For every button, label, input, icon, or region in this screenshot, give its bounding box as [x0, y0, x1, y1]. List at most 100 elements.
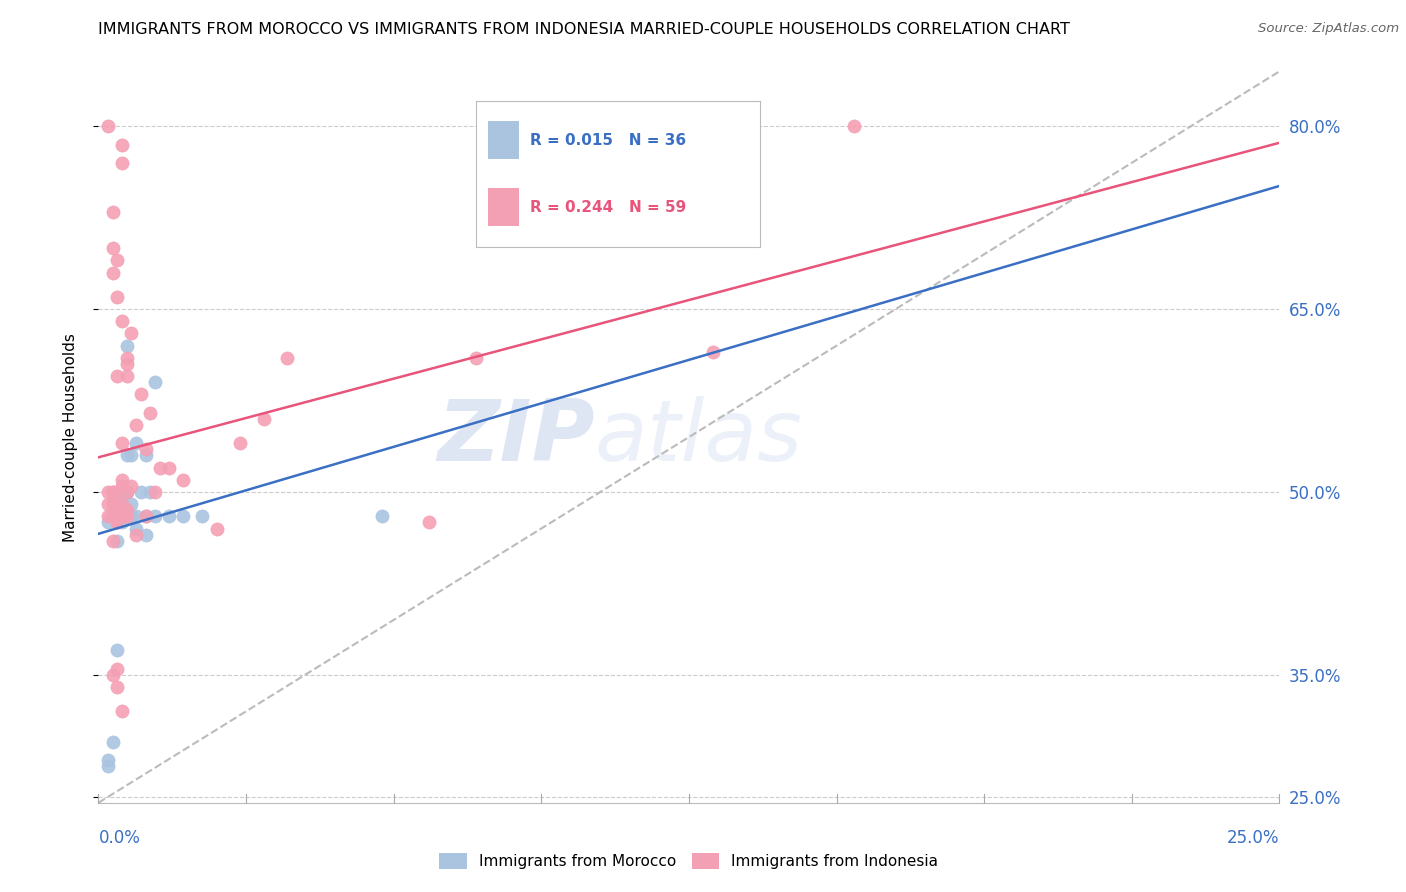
- Point: [105, 497, 128, 511]
- Point: [149, 460, 172, 475]
- Point: [129, 387, 152, 401]
- Point: [97, 753, 120, 767]
- Point: [97, 509, 120, 524]
- Text: Source: ZipAtlas.com: Source: ZipAtlas.com: [1258, 22, 1399, 36]
- Point: [101, 497, 124, 511]
- Point: [157, 460, 180, 475]
- Point: [135, 509, 157, 524]
- Point: [101, 509, 124, 524]
- Point: [101, 509, 124, 524]
- Point: [101, 509, 124, 524]
- Point: [135, 448, 157, 462]
- Point: [101, 497, 124, 511]
- Point: [111, 485, 134, 500]
- Point: [105, 516, 128, 530]
- Point: [101, 241, 124, 255]
- Point: [111, 704, 134, 718]
- Point: [97, 119, 120, 133]
- Point: [125, 521, 148, 535]
- Point: [125, 417, 148, 432]
- Point: [101, 667, 124, 681]
- Point: [157, 509, 180, 524]
- Legend: Immigrants from Morocco, Immigrants from Indonesia: Immigrants from Morocco, Immigrants from…: [433, 847, 945, 875]
- Point: [121, 497, 143, 511]
- Point: [115, 485, 138, 500]
- Point: [115, 369, 138, 384]
- Point: [702, 344, 724, 359]
- Point: [115, 503, 138, 517]
- Point: [135, 509, 157, 524]
- Point: [191, 509, 214, 524]
- Text: IMMIGRANTS FROM MOROCCO VS IMMIGRANTS FROM INDONESIA MARRIED-COUPLE HOUSEHOLDS C: IMMIGRANTS FROM MOROCCO VS IMMIGRANTS FR…: [98, 22, 1070, 37]
- Point: [844, 119, 866, 133]
- Text: atlas: atlas: [595, 395, 803, 479]
- Point: [205, 521, 228, 535]
- Point: [276, 351, 298, 365]
- Point: [253, 412, 276, 426]
- Point: [115, 338, 138, 352]
- Point: [172, 473, 194, 487]
- Point: [121, 509, 143, 524]
- Point: [101, 533, 124, 548]
- Point: [105, 509, 128, 524]
- Point: [111, 155, 134, 169]
- Point: [143, 509, 166, 524]
- Text: 0.0%: 0.0%: [98, 829, 141, 847]
- Point: [139, 406, 162, 420]
- Point: [139, 485, 162, 500]
- Point: [135, 527, 157, 541]
- Point: [125, 527, 148, 541]
- Point: [105, 491, 128, 505]
- Point: [97, 516, 120, 530]
- Point: [129, 485, 152, 500]
- Point: [97, 497, 120, 511]
- Point: [115, 357, 138, 371]
- Point: [111, 137, 134, 152]
- Point: [105, 497, 128, 511]
- Point: [111, 473, 134, 487]
- Point: [101, 204, 124, 219]
- Point: [97, 485, 120, 500]
- Point: [172, 509, 194, 524]
- Point: [111, 497, 134, 511]
- Point: [105, 485, 128, 500]
- Point: [101, 485, 124, 500]
- Point: [101, 509, 124, 524]
- Point: [105, 662, 128, 676]
- Point: [101, 266, 124, 280]
- Point: [465, 351, 488, 365]
- Point: [121, 479, 143, 493]
- Point: [418, 516, 440, 530]
- Point: [143, 485, 166, 500]
- Point: [111, 497, 134, 511]
- Y-axis label: Married-couple Households: Married-couple Households: [63, 333, 77, 541]
- Point: [135, 442, 157, 457]
- Point: [121, 326, 143, 341]
- Point: [229, 436, 252, 450]
- Point: [105, 253, 128, 268]
- Point: [115, 351, 138, 365]
- Point: [115, 448, 138, 462]
- Point: [111, 436, 134, 450]
- Point: [97, 759, 120, 773]
- Point: [105, 533, 128, 548]
- Point: [105, 680, 128, 694]
- Point: [105, 369, 128, 384]
- Point: [105, 516, 128, 530]
- Point: [115, 509, 138, 524]
- Point: [111, 509, 134, 524]
- Point: [105, 290, 128, 304]
- Point: [125, 436, 148, 450]
- Point: [101, 485, 124, 500]
- Text: ZIP: ZIP: [437, 395, 595, 479]
- Point: [105, 643, 128, 657]
- Point: [111, 516, 134, 530]
- Point: [143, 375, 166, 389]
- Point: [101, 735, 124, 749]
- Point: [111, 479, 134, 493]
- Text: 25.0%: 25.0%: [1227, 829, 1279, 847]
- Point: [111, 509, 134, 524]
- Point: [111, 314, 134, 328]
- Point: [121, 448, 143, 462]
- Point: [371, 509, 394, 524]
